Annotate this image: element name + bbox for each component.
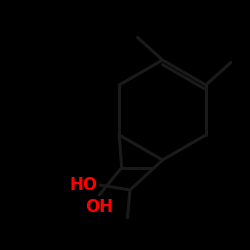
Text: OH: OH: [85, 198, 113, 216]
Text: HO: HO: [70, 176, 98, 194]
